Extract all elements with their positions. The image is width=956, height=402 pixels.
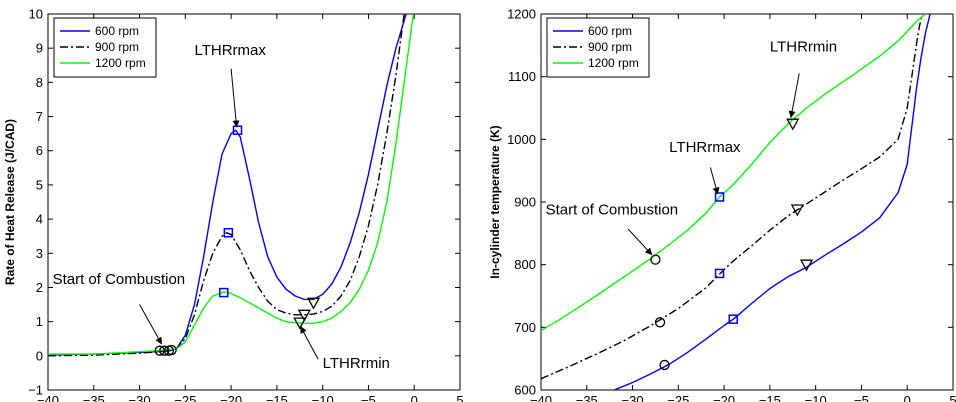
series-line-1200-rpm <box>541 14 926 332</box>
y-tick-label: 6 <box>36 143 43 158</box>
annotation-label: LTHRrmin <box>770 39 837 56</box>
annotation-label: Start of Combustion <box>546 202 679 219</box>
legend-entry: 900 rpm <box>95 40 139 54</box>
marker-square <box>728 314 739 324</box>
y-tick-label: 900 <box>514 195 536 210</box>
x-tick-label: −30 <box>129 393 151 402</box>
annotation-arrow <box>230 68 240 128</box>
marker-triangle <box>790 204 804 217</box>
y-tick-label: 7 <box>36 109 43 124</box>
marker-square <box>714 192 725 202</box>
y-tick-label: 5 <box>36 177 43 192</box>
series-line-900-rpm <box>48 14 405 357</box>
y-tick-label: 800 <box>514 257 536 272</box>
chart-2: −40 −35 −30 −25 −20 −15 −10 −5 0 5 600 700 800 900 100… <box>488 7 956 402</box>
marker-triangle <box>297 309 311 322</box>
x-tick-label: −10 <box>312 393 334 402</box>
y-tick-label: 1 <box>36 314 43 329</box>
x-tick-label: −40 <box>37 393 59 402</box>
annotation-label: LTHRrmax <box>194 42 266 59</box>
legend-entry: 1200 rpm <box>95 56 146 70</box>
x-tick-label: −30 <box>622 393 644 402</box>
x-tick-label: 0 <box>904 393 911 402</box>
annotation-arrow <box>300 326 319 360</box>
x-tick-label: −20 <box>220 393 242 402</box>
y-tick-label: 3 <box>36 246 43 261</box>
annotation-label: Start of Combustion <box>53 271 186 288</box>
legend-entry: 600 rpm <box>95 24 139 38</box>
y-axis-label: Rate of Heat Release (J/CAD) <box>3 119 17 285</box>
y-tick-label: 4 <box>36 212 43 227</box>
x-tick-label: −15 <box>266 393 288 402</box>
marker-circle <box>650 254 661 265</box>
y-tick-label: 1200 <box>507 7 536 22</box>
marker-square <box>714 268 725 279</box>
y-tick-label: 600 <box>514 383 536 398</box>
chart-1: −40−35−30−25−20−15−10−505−1012345678910C… <box>3 7 464 402</box>
y-tick-label: 8 <box>36 75 43 90</box>
legend: 600 rpm 900 rpm 1200 rpm <box>53 17 157 78</box>
series-line-600-rpm <box>48 14 407 356</box>
marker-triangle <box>293 317 307 330</box>
marker-triangle <box>799 259 814 272</box>
legend-box <box>53 17 157 78</box>
x-tick-label: −5 <box>854 393 869 402</box>
y-tick-label: 0 <box>36 348 43 363</box>
marker-triangle <box>306 297 321 310</box>
x-tick-label: −10 <box>805 393 827 402</box>
y-tick-label: 700 <box>514 320 536 335</box>
x-tick-label: −35 <box>576 393 598 402</box>
marker-triangle <box>786 118 800 131</box>
legend: 600 rpm 900 rpm 1200 rpm <box>546 17 650 78</box>
annotation-arrow <box>788 73 800 119</box>
x-tick-label: 5 <box>949 393 956 402</box>
y-tick-label: 1000 <box>507 132 536 147</box>
legend-entry: 1200 rpm <box>588 56 639 70</box>
y-tick-label: 9 <box>36 41 43 56</box>
annotation-label: LTHRrmax <box>669 139 741 156</box>
y-tick-label: 2 <box>36 280 43 295</box>
x-tick-label: −5 <box>361 393 376 402</box>
series-line-1200-rpm <box>48 14 415 355</box>
marker-circle <box>159 345 170 356</box>
marker-circle <box>654 317 666 328</box>
marker-circle <box>166 344 177 356</box>
annotation-arrow <box>139 304 162 345</box>
annotation-arrow <box>627 228 653 256</box>
x-tick-label: −25 <box>174 393 196 402</box>
legend-box <box>546 17 650 78</box>
annotation-label: LTHRrmin <box>323 355 390 372</box>
x-tick-label: −25 <box>667 393 689 402</box>
legend-entry: 600 rpm <box>588 24 632 38</box>
y-tick-label: 10 <box>29 7 43 22</box>
marker-square <box>219 287 229 298</box>
marker-circle <box>659 359 670 371</box>
x-tick-label: −40 <box>530 393 552 402</box>
x-tick-label: −15 <box>759 393 781 402</box>
series-group <box>48 14 415 357</box>
x-tick-label: −35 <box>83 393 105 402</box>
legend-entry: 900 rpm <box>588 40 632 54</box>
y-axis-label: In-cylinder temperature (K) <box>488 125 502 278</box>
y-tick-label: 1100 <box>508 69 536 84</box>
x-tick-label: 5 <box>456 393 463 402</box>
y-tick-label: −1 <box>28 383 43 398</box>
series-group <box>541 14 931 390</box>
x-tick-label: −20 <box>713 393 735 402</box>
x-tick-label: 0 <box>411 393 418 402</box>
series-line-600-rpm <box>613 14 931 390</box>
marker-square <box>223 228 234 238</box>
annotation-arrow <box>709 167 720 195</box>
